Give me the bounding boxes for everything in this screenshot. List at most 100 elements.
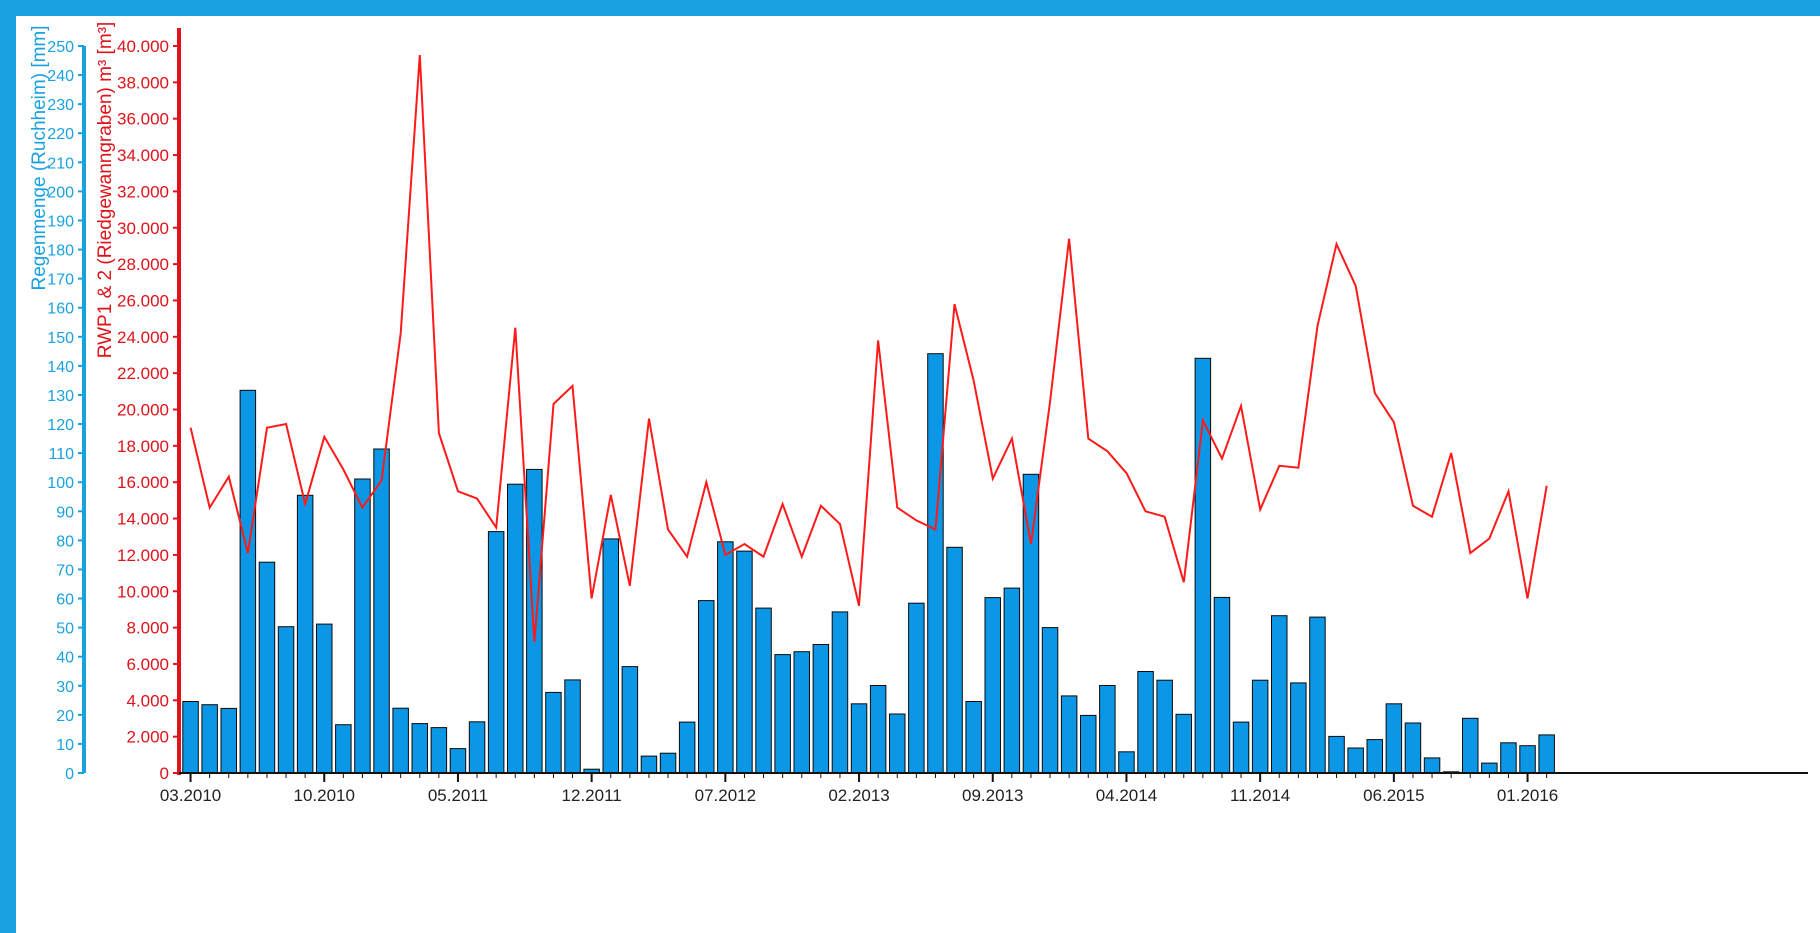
left-tick-label: 150	[47, 330, 74, 347]
bar	[526, 468, 543, 774]
bar	[1232, 721, 1250, 774]
bar	[487, 531, 505, 774]
bar	[831, 611, 849, 774]
bar	[736, 550, 753, 774]
right-tick-label: 38.000	[117, 73, 169, 92]
bar	[201, 704, 218, 774]
bar	[239, 389, 257, 774]
x-tick-label: 09.2013	[962, 786, 1023, 805]
bar	[1156, 679, 1173, 774]
left-tick-label: 20	[56, 708, 74, 725]
left-tick-label: 10	[56, 737, 74, 754]
right-tick-label: 20.000	[117, 401, 169, 420]
bar	[946, 546, 963, 774]
bar	[1137, 671, 1154, 774]
left-tick-label: 210	[47, 155, 74, 172]
bar	[507, 483, 524, 774]
right-tick-label: 16.000	[117, 473, 169, 492]
bar	[220, 707, 237, 774]
bar	[889, 713, 906, 774]
x-tick-label: 01.2016	[1497, 786, 1558, 805]
left-tick-label: 170	[47, 272, 74, 289]
bar	[1481, 762, 1498, 774]
bar	[1175, 713, 1192, 774]
right-tick-label: 40.000	[117, 37, 169, 56]
left-axis-title: Regenmenge (Ruchheim) [mm]	[29, 25, 50, 290]
bar	[449, 748, 467, 774]
left-tick-label: 0	[65, 766, 74, 783]
left-tick-label: 100	[47, 475, 74, 492]
combo-chart: 0 10 20 30 40 50 60 70 80 90 100 110 120 130 140 150 160…	[29, 22, 1808, 805]
right-tick-label: 6.000	[126, 655, 169, 674]
bar	[1080, 714, 1097, 774]
bar	[984, 597, 1001, 774]
bar	[1099, 685, 1116, 774]
left-tick-label: 90	[56, 504, 74, 521]
left-tick-label: 30	[56, 679, 74, 696]
x-tick-label: 03.2010	[160, 786, 221, 805]
bar	[965, 701, 982, 774]
right-tick-label: 8.000	[126, 619, 169, 638]
bar	[640, 755, 658, 774]
bar	[277, 626, 295, 774]
right-tick-label: 22.000	[117, 364, 169, 383]
left-tick-label: 80	[56, 533, 74, 550]
x-tick-label: 07.2012	[695, 786, 756, 805]
left-tick-label: 220	[47, 126, 74, 143]
left-tick-label: 180	[47, 243, 74, 260]
bar	[1060, 695, 1078, 774]
chart-frame: 0 10 20 30 40 50 60 70 80 90 100 110 120 130 140 150 160…	[16, 16, 1820, 933]
bar	[182, 701, 199, 774]
bar	[1500, 742, 1517, 774]
bar	[1462, 717, 1479, 774]
left-tick-label: 160	[47, 301, 74, 318]
bar	[1347, 747, 1364, 774]
x-tick-label: 06.2015	[1363, 786, 1424, 805]
bar	[1366, 739, 1383, 774]
bar	[927, 353, 944, 774]
bar	[793, 651, 810, 774]
left-tick-label: 120	[47, 417, 74, 434]
bar	[659, 752, 677, 774]
left-tick-label: 70	[56, 562, 74, 579]
right-tick-label: 26.000	[117, 291, 169, 310]
bar	[1404, 722, 1422, 774]
bar	[411, 723, 428, 774]
left-tick-label: 230	[47, 97, 74, 114]
bar	[850, 703, 868, 774]
right-tick-label: 32.000	[117, 182, 169, 201]
right-axis-ticks: 0 2.000 4.000 6.000 8.000 10.000 12.000 14.000 1…	[117, 37, 179, 783]
x-tick-label: 11.2014	[1230, 786, 1290, 805]
bar	[354, 478, 371, 774]
bar	[545, 691, 562, 774]
left-axis-ticks: 0 10 20 30 40 50 60 70 80 90 100 110 120 130 140 150 160…	[47, 39, 84, 783]
right-tick-label: 28.000	[117, 255, 169, 274]
bar	[1118, 751, 1135, 774]
bar-series	[182, 353, 1555, 774]
left-tick-label: 40	[56, 650, 74, 667]
bar	[621, 666, 639, 774]
x-tick-label: 02.2013	[828, 786, 889, 805]
x-tick-label: 04.2014	[1096, 786, 1157, 805]
x-tick-label: 10.2010	[294, 786, 355, 805]
bar	[908, 602, 925, 774]
bar	[812, 644, 830, 774]
bar	[468, 721, 486, 774]
bar	[1328, 735, 1345, 774]
left-tick-label: 50	[56, 621, 74, 638]
bar	[392, 707, 409, 774]
bar	[698, 600, 715, 774]
right-tick-label: 12.000	[117, 546, 169, 565]
x-tick-label: 05.2011	[428, 786, 488, 805]
right-tick-label: 0	[160, 764, 169, 783]
bar	[1309, 616, 1326, 774]
right-tick-label: 24.000	[117, 328, 169, 347]
left-tick-label: 140	[47, 359, 74, 376]
right-tick-label: 10.000	[117, 582, 169, 601]
bar	[335, 724, 352, 774]
bar	[678, 721, 696, 774]
bar	[258, 561, 276, 774]
left-tick-label: 110	[48, 446, 74, 463]
right-tick-label: 4.000	[126, 691, 169, 710]
line-series-path	[189, 55, 1548, 643]
